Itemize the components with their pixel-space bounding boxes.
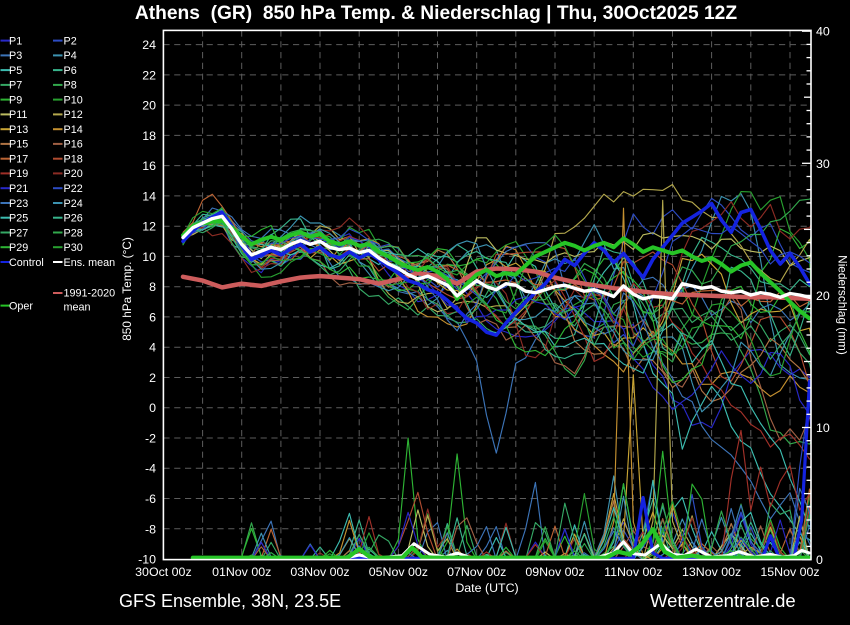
svg-text:Wetterzentrale.de: Wetterzentrale.de: [650, 590, 796, 611]
svg-text:09Nov 00z: 09Nov 00z: [525, 565, 584, 579]
svg-text:03Nov 00z: 03Nov 00z: [290, 565, 349, 579]
svg-text:P23: P23: [9, 198, 28, 210]
svg-text:P7: P7: [9, 80, 22, 92]
svg-text:GFS Ensemble, 38N, 23.5E: GFS Ensemble, 38N, 23.5E: [119, 591, 341, 611]
svg-text:P2: P2: [64, 35, 77, 47]
svg-text:P4: P4: [64, 50, 77, 62]
svg-text:P18: P18: [64, 154, 83, 166]
svg-text:18: 18: [142, 129, 156, 143]
svg-text:12: 12: [142, 220, 156, 234]
svg-text:P10: P10: [64, 94, 83, 106]
svg-text:15Nov 00z: 15Nov 00z: [760, 565, 819, 579]
svg-text:22: 22: [142, 68, 156, 82]
svg-text:20: 20: [816, 289, 830, 303]
svg-text:P30: P30: [64, 242, 83, 254]
svg-text:P9: P9: [9, 94, 22, 106]
svg-text:-8: -8: [145, 522, 156, 536]
svg-text:P6: P6: [64, 65, 77, 77]
svg-text:11Nov 00z: 11Nov 00z: [604, 565, 662, 579]
svg-text:20: 20: [142, 99, 156, 113]
svg-text:8: 8: [149, 280, 156, 294]
svg-text:P28: P28: [64, 227, 83, 239]
svg-text:4: 4: [149, 341, 156, 355]
svg-text:-6: -6: [145, 492, 156, 506]
svg-text:07Nov 00z: 07Nov 00z: [447, 565, 506, 579]
svg-text:0: 0: [816, 553, 823, 567]
svg-text:P24: P24: [64, 198, 83, 210]
svg-text:Control: Control: [9, 257, 44, 269]
svg-text:P25: P25: [9, 213, 28, 225]
svg-text:Date (UTC): Date (UTC): [455, 581, 518, 595]
svg-text:P11: P11: [9, 109, 27, 121]
svg-text:P22: P22: [64, 183, 83, 195]
svg-text:10: 10: [816, 421, 830, 435]
svg-text:P16: P16: [64, 139, 83, 151]
svg-text:P1: P1: [9, 35, 22, 47]
svg-text:14: 14: [142, 189, 156, 203]
svg-text:P13: P13: [9, 124, 28, 136]
svg-text:P29: P29: [9, 242, 28, 254]
svg-text:P27: P27: [9, 227, 28, 239]
svg-text:40: 40: [816, 25, 830, 39]
svg-text:-10: -10: [138, 553, 156, 567]
svg-text:850 hPa Temp. (°C): 850 hPa Temp. (°C): [120, 237, 134, 341]
svg-text:P8: P8: [64, 80, 77, 92]
svg-text:Ens. mean: Ens. mean: [64, 257, 116, 269]
svg-text:16: 16: [142, 159, 156, 173]
svg-text:P20: P20: [64, 168, 83, 180]
svg-text:01Nov 00z: 01Nov 00z: [212, 565, 271, 579]
svg-text:P19: P19: [9, 168, 28, 180]
svg-text:-2: -2: [145, 432, 156, 446]
svg-text:P12: P12: [64, 109, 83, 121]
svg-text:30Oct 00z: 30Oct 00z: [135, 565, 191, 579]
svg-text:0: 0: [149, 401, 156, 415]
svg-text:mean: mean: [64, 302, 91, 314]
svg-text:6: 6: [149, 310, 156, 324]
svg-text:05Nov 00z: 05Nov 00z: [369, 565, 428, 579]
svg-text:13Nov 00z: 13Nov 00z: [682, 565, 741, 579]
svg-text:24: 24: [142, 38, 156, 52]
svg-text:1991-2020: 1991-2020: [64, 288, 116, 300]
svg-text:Niederschlag (mm): Niederschlag (mm): [836, 255, 850, 355]
svg-text:30: 30: [816, 157, 830, 171]
svg-text:P5: P5: [9, 65, 22, 77]
svg-text:10: 10: [142, 250, 156, 264]
svg-text:P17: P17: [9, 154, 28, 166]
svg-text:P21: P21: [9, 183, 28, 195]
svg-text:P3: P3: [9, 50, 22, 62]
svg-text:2: 2: [149, 371, 156, 385]
svg-text:Oper: Oper: [9, 301, 33, 313]
svg-text:P26: P26: [64, 213, 83, 225]
svg-text:Athens (GR) 850 hPa Temp. &: Athens (GR) 850 hPa Temp. & Niederschlag…: [135, 3, 737, 24]
svg-text:P15: P15: [9, 139, 28, 151]
svg-text:P14: P14: [64, 124, 83, 136]
svg-text:-4: -4: [145, 462, 156, 476]
